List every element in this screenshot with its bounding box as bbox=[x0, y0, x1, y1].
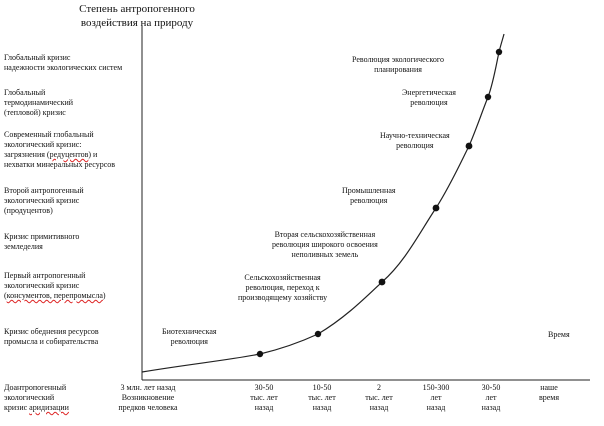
y-axis-title-line: Степень антропогенного bbox=[79, 3, 195, 15]
revolution-line: революция, переход к bbox=[245, 283, 320, 292]
x-tick-line: Возникновение bbox=[121, 393, 175, 402]
crisis-line: экологический кризис bbox=[4, 196, 80, 205]
x-tick-line: лет bbox=[430, 393, 442, 402]
crisis-line: Современный глобальный bbox=[4, 130, 94, 139]
revolution-label: Революция экологического планирования bbox=[352, 55, 444, 75]
crisis-label: Второй антропогенный экологический кризи… bbox=[4, 186, 138, 216]
x-tick-line: 30-50 bbox=[254, 383, 274, 392]
revolution-line: неполивных земель bbox=[291, 250, 359, 259]
x-tick-label: наше время bbox=[539, 383, 559, 403]
revolution-point bbox=[465, 142, 473, 150]
x-tick-label: 10-50 тыс. лет назад bbox=[308, 383, 335, 413]
revolution-line: революция bbox=[350, 196, 388, 205]
crisis-line: промысла и собирательства bbox=[4, 337, 99, 346]
revolution-line: Вторая сельскохозяйственная bbox=[274, 230, 376, 239]
revolution-label: Вторая сельскохозяйственная революция ши… bbox=[272, 230, 378, 260]
revolution-line: Революция экологического bbox=[352, 55, 444, 64]
revolution-label: Сельскохозяйственная революция, переход … bbox=[238, 273, 327, 303]
x-tick-line: 2 bbox=[377, 383, 381, 392]
crisis-line: кризис аридизации bbox=[4, 403, 69, 412]
x-tick-line: 3 млн. лет назад bbox=[120, 383, 176, 392]
crisis-line: экологический кризис: bbox=[4, 140, 82, 149]
x-tick-line: наше bbox=[540, 383, 558, 392]
crisis-line: Глобальный кризис bbox=[4, 53, 71, 62]
crisis-line: нехватки минеральных ресурсов bbox=[4, 160, 116, 169]
x-tick-line: тыс. лет bbox=[250, 393, 278, 402]
underlined-term: консументов, перепромысла bbox=[6, 291, 103, 300]
revolution-label: Биотехническая революция bbox=[162, 327, 217, 347]
crisis-line: земледелия bbox=[4, 242, 43, 251]
revolution-point bbox=[432, 204, 440, 212]
revolution-line: планирования bbox=[374, 65, 422, 74]
crisis-line: Второй антропогенный bbox=[4, 186, 84, 195]
x-tick-label: 30-50 тыс. лет назад bbox=[250, 383, 277, 413]
x-tick-line: предков человека bbox=[118, 403, 178, 412]
x-tick-line: 150-300 bbox=[422, 383, 450, 392]
underlined-term: редуцентов bbox=[49, 150, 89, 159]
revolution-line: Биотехническая bbox=[162, 327, 217, 336]
crisis-line: экологический кризис bbox=[4, 281, 80, 290]
revolution-line: революция bbox=[396, 141, 434, 150]
revolution-line: Научно-техническая bbox=[380, 131, 450, 140]
revolution-line: революция широкого освоения bbox=[272, 240, 378, 249]
crisis-label: Кризис примитивного земледелия bbox=[4, 232, 138, 252]
revolution-point bbox=[378, 278, 386, 286]
x-tick-label: 3 млн. лет назад Возникновение предков ч… bbox=[118, 383, 177, 413]
x-tick-label: 150-300 лет назад bbox=[423, 383, 450, 413]
revolution-line: Промышленная bbox=[342, 186, 396, 195]
revolution-line: Энергетическая bbox=[402, 88, 456, 97]
x-tick-line: назад bbox=[481, 403, 501, 412]
x-tick-line: 30-50 bbox=[481, 383, 501, 392]
crisis-line: термодинамический bbox=[4, 98, 74, 107]
impact-curve bbox=[141, 33, 505, 373]
crisis-line: Первый антропогенный bbox=[4, 271, 86, 280]
crisis-line: экологический bbox=[4, 393, 55, 402]
crisis-label: Глобальный термодинамический (тепловой) … bbox=[4, 88, 138, 118]
x-tick-line: тыс. лет bbox=[308, 393, 336, 402]
revolution-label: Научно-техническая революция bbox=[380, 131, 450, 151]
x-tick-line: лет bbox=[485, 393, 497, 402]
crisis-line: Доантропогенный bbox=[4, 383, 67, 392]
crisis-line: Глобальный bbox=[4, 88, 46, 97]
crisis-line: Кризис примитивного bbox=[4, 232, 80, 241]
crisis-line: (тепловой) кризис bbox=[4, 108, 66, 117]
underlined-term: аридизации bbox=[29, 403, 69, 412]
crisis-label: Доантропогенный экологический кризис ари… bbox=[4, 383, 138, 413]
x-tick-line: назад bbox=[312, 403, 332, 412]
revolution-point bbox=[495, 48, 503, 56]
revolution-line: Сельскохозяйственная bbox=[244, 273, 321, 282]
revolution-label: Промышленная революция bbox=[342, 186, 396, 206]
y-axis-title-line: воздействия на природу bbox=[80, 17, 194, 29]
crisis-label: Первый антропогенный экологический кризи… bbox=[4, 271, 138, 301]
revolution-line: революция bbox=[170, 337, 208, 346]
x-tick-line: тыс. лет bbox=[365, 393, 393, 402]
x-tick-line: назад bbox=[426, 403, 446, 412]
revolution-line: революция bbox=[410, 98, 448, 107]
y-axis-title: Степень антропогенного воздействия на пр… bbox=[62, 2, 212, 30]
x-tick-line: назад bbox=[254, 403, 274, 412]
crisis-label: Глобальный кризис надежности экологическ… bbox=[4, 53, 138, 73]
crisis-line: (консументов, перепромысла) bbox=[4, 291, 106, 300]
revolution-point bbox=[484, 93, 492, 101]
x-tick-line: назад bbox=[369, 403, 389, 412]
x-tick-line: 10-50 bbox=[312, 383, 332, 392]
x-axis-label: Время bbox=[548, 330, 570, 339]
x-tick-line: время bbox=[538, 393, 560, 402]
revolution-line: производящему хозяйству bbox=[238, 293, 328, 302]
x-tick-label: 30-50 лет назад bbox=[482, 383, 501, 413]
crisis-line: загрязнения (редуцентов) и bbox=[4, 150, 98, 159]
crisis-line: Кризис обеднения ресурсов bbox=[4, 327, 99, 336]
revolution-label: Энергетическая революция bbox=[402, 88, 456, 108]
crisis-label: Современный глобальный экологический кри… bbox=[4, 130, 138, 170]
x-tick-label: 2 тыс. лет назад bbox=[365, 383, 392, 413]
revolution-point bbox=[256, 350, 264, 358]
crisis-line: (продуцентов) bbox=[4, 206, 53, 215]
revolution-point bbox=[314, 330, 322, 338]
crisis-label: Кризис обеднения ресурсов промысла и соб… bbox=[4, 327, 138, 347]
crisis-line: надежности экологических систем bbox=[4, 63, 123, 72]
